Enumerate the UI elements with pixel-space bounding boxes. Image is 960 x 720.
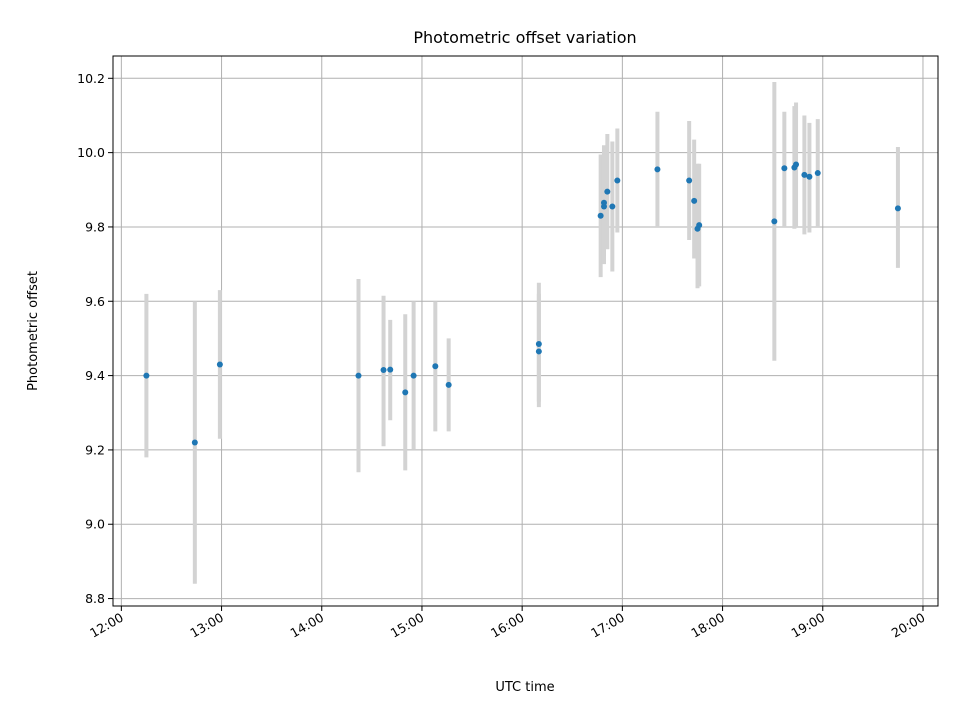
data-point [654,166,661,173]
data-point [445,381,452,388]
data-point [781,165,788,172]
data-point [806,173,813,180]
data-point [814,170,821,177]
y-tick-label: 9.6 [85,294,105,309]
plot-frame [112,55,939,607]
data-point [609,203,616,210]
y-tick-label: 9.0 [85,517,105,532]
chart-title: Photometric offset variation [413,28,636,47]
y-tick-label: 10.0 [77,145,105,160]
y-tick-label: 9.8 [85,219,105,234]
data-point [604,188,611,195]
data-point [191,439,198,446]
data-point [614,177,621,184]
data-point [216,361,223,368]
data-point [432,363,439,370]
plot-area [113,56,938,606]
data-point [801,171,808,178]
x-axis-label: UTC time [495,680,554,695]
data-point [410,372,417,379]
data-point [771,218,778,225]
data-point [686,177,693,184]
data-point [535,341,542,348]
data-point [696,222,703,229]
data-point [143,372,150,379]
data-point [894,205,901,212]
data-point [793,161,800,168]
data-point [691,197,698,204]
y-axis: 8.8 9.0 9.2 9.4 9.6 9.8 10.0 10.2 [77,71,113,606]
y-axis-label: Photometric offset [26,271,41,391]
data-point [597,212,604,219]
data-point [600,199,607,206]
data-point [355,372,362,379]
y-tick-label: 10.2 [77,71,105,86]
grid [113,56,938,606]
y-tick-label: 9.2 [85,442,105,457]
data-point [387,366,394,373]
data-points [143,161,901,446]
data-point [535,348,542,355]
data-point [402,389,409,396]
y-tick-label: 8.8 [85,591,105,606]
data-point [380,367,387,374]
y-tick-label: 9.4 [85,368,105,383]
